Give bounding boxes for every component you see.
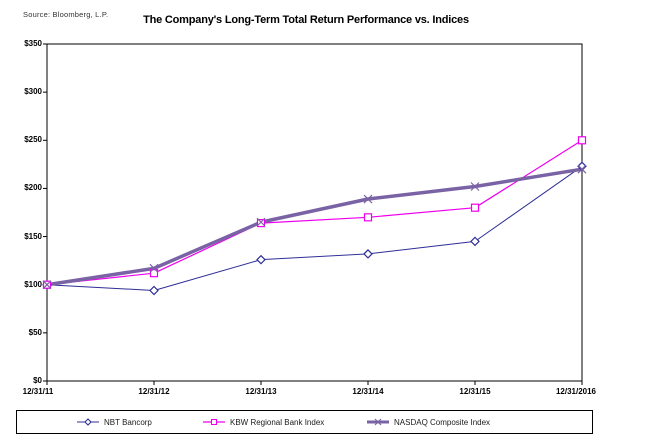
y-axis-tick-label: $50	[28, 327, 42, 337]
x-axis-tick-label: 12/31/13	[245, 387, 277, 396]
series-line-square	[46, 139, 583, 286]
legend-entry: NASDAQ Composite Index	[367, 411, 490, 433]
series-line-diamond	[46, 165, 583, 291]
x-axis-tick-label: 12/31/15	[459, 387, 491, 396]
legend-label: NBT Bancorp	[104, 417, 152, 427]
x-axis-tick-label: 12/31/2016	[555, 387, 597, 396]
square-marker	[577, 136, 587, 145]
chart-legend: NBT Bancorp KBW Regional Bank Index NASDAQ…	[16, 410, 593, 434]
legend-x-sample	[367, 418, 389, 426]
square-marker	[149, 269, 159, 278]
legend-entry: NBT Bancorp	[77, 411, 152, 433]
diamond-marker	[470, 236, 480, 247]
legend-entry: KBW Regional Bank Index	[203, 411, 324, 433]
diamond-marker	[363, 249, 373, 259]
legend-label: NASDAQ Composite Index	[394, 417, 491, 427]
square-marker	[470, 203, 480, 212]
x-marker	[42, 280, 52, 290]
square-marker	[363, 213, 373, 222]
diamond-marker	[577, 161, 587, 172]
y-axis-tick-label: $300	[24, 87, 42, 97]
chart-title: The Company's Long-Term Total Return Per…	[143, 14, 469, 26]
series-line-x	[46, 167, 583, 287]
source-attribution: Source: Bloomberg, L.P.	[23, 10, 109, 19]
legend-label: KBW Regional Bank Index	[230, 417, 325, 427]
x-marker	[149, 263, 159, 273]
x-marker	[363, 194, 373, 204]
x-axis-tick-label: 12/31/14	[352, 387, 384, 396]
diamond-marker	[149, 285, 159, 296]
diamond-marker	[256, 254, 266, 265]
plot-area-border	[46, 43, 583, 382]
square-marker	[256, 218, 266, 228]
y-axis-tick-label: $350	[24, 39, 42, 48]
x-marker	[470, 182, 480, 191]
x-marker	[256, 217, 266, 227]
y-axis-tick-label: $250	[24, 135, 42, 145]
y-axis-tick-label: $0	[33, 376, 42, 385]
y-axis-tick-label: $200	[24, 183, 42, 193]
x-axis-tick-label: 12/31/11	[22, 387, 54, 396]
y-axis-tick-label: $100	[24, 279, 42, 289]
legend-diamond-sample	[77, 418, 99, 426]
y-axis-tick-label: $150	[24, 231, 42, 241]
x-marker	[577, 164, 587, 174]
x-axis-tick-label: 12/31/12	[138, 387, 170, 396]
legend-square-sample	[203, 418, 225, 426]
